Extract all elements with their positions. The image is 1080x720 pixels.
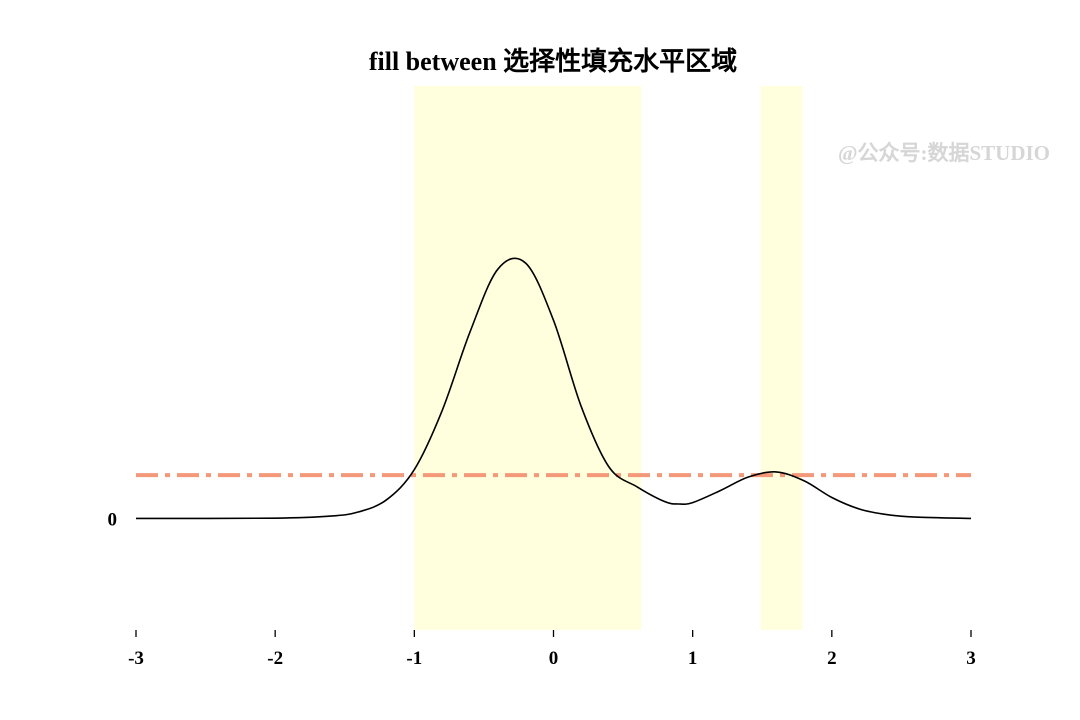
series-layer: [135, 257, 972, 520]
x-tick-label: 3: [966, 648, 976, 669]
x-tick-label: -2: [267, 648, 283, 669]
x-tick-label: 2: [827, 648, 837, 669]
y-axis: 0: [108, 509, 118, 530]
x-axis: -3 -2 -1 0 1 2 3: [128, 630, 976, 669]
filled-region-2: [760, 86, 803, 630]
series-line-1: [135, 257, 972, 520]
x-tick-label: 0: [549, 648, 559, 669]
filled-region-1: [414, 86, 642, 630]
y-tick-label: 0: [108, 509, 118, 530]
filled-regions: [414, 86, 803, 630]
x-tick-label: 1: [688, 648, 698, 669]
watermark: @公众号:数据STUDIO: [838, 141, 1050, 165]
x-tick-label: -3: [128, 648, 144, 669]
x-tick-label: -1: [406, 648, 422, 669]
chart-title: fill between 选择性填充水平区域: [369, 46, 737, 76]
